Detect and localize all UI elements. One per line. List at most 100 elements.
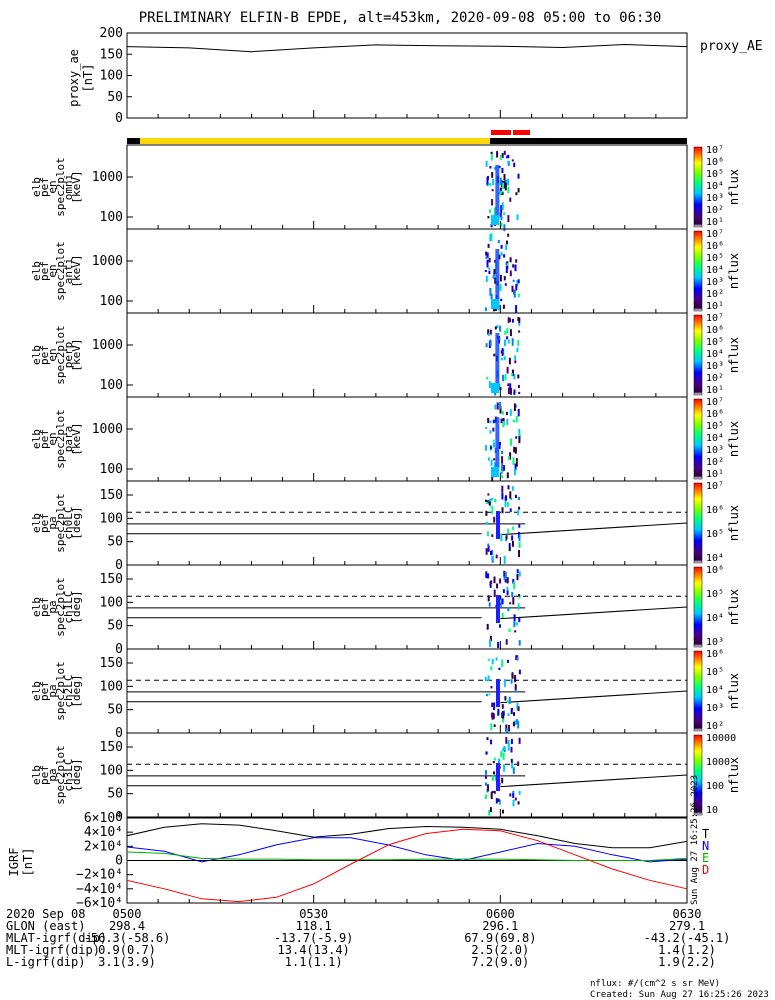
proxy-ae-ytick-label: 50	[107, 90, 123, 105]
spectrogram-pixel	[493, 771, 495, 775]
panel-ylabel: en	[46, 348, 59, 361]
spectrogram-pixel	[504, 571, 507, 579]
spectrogram-pixel	[500, 750, 503, 758]
spectrogram-pixel	[509, 270, 512, 277]
spectrogram-pixel	[499, 387, 502, 391]
spectrogram-pixel	[505, 179, 508, 186]
spectrogram-pixel	[517, 340, 520, 347]
panel-ylabel: ch3LC	[62, 758, 75, 791]
spectrogram-pixel	[493, 167, 496, 170]
spectrogram-pixel	[508, 724, 510, 732]
spectrogram-pixel	[488, 182, 491, 186]
colorbar-tick-label: 10⁴	[706, 433, 724, 444]
panel-ylabel: [deg]	[70, 506, 83, 539]
spectrogram-pixel	[517, 721, 520, 729]
igrf-ytick-label: 0	[115, 854, 123, 869]
spectrogram-pixel	[503, 224, 506, 232]
spectrogram-pixel	[499, 286, 502, 289]
spectrogram-pixel	[503, 254, 506, 258]
spectrogram-pixel	[507, 485, 510, 490]
spectrogram-pixel	[512, 419, 515, 423]
colorbar-tick-label: 10⁴	[706, 265, 724, 276]
spectrogram-pixel	[508, 628, 511, 632]
spectrogram-pixel	[512, 721, 515, 727]
spectrogram-pixel	[487, 675, 490, 682]
spectrogram-pixel	[492, 419, 495, 424]
spectrogram-pixel	[518, 790, 521, 795]
spectrogram-pixel	[500, 418, 503, 424]
spectrogram-pixel	[491, 712, 494, 720]
spectrogram-pixel	[517, 605, 520, 610]
spectrogram-pixel	[502, 421, 505, 428]
spectrogram-pixel	[506, 472, 509, 479]
spectrogram-pixel	[491, 474, 494, 482]
panel-frame	[126, 564, 688, 650]
spectrogram-pixel	[504, 374, 507, 381]
spectrogram-pixel	[503, 150, 506, 155]
spectrogram-pixel	[488, 270, 491, 274]
spectrogram-pixel	[517, 409, 520, 417]
ytick-label: 100	[100, 378, 123, 393]
spectrogram-pixel	[509, 329, 512, 337]
footer-units: nflux: #/(cm^2 s sr MeV)	[590, 979, 720, 989]
spectrogram-pixel	[512, 457, 515, 465]
spectrogram-pixel	[515, 655, 518, 660]
spectrogram-pixel	[493, 589, 496, 597]
panel-frame	[126, 648, 688, 734]
spectrogram-pixel	[491, 189, 494, 192]
spectrogram-pixel	[514, 447, 517, 454]
spectrogram-pixel	[502, 589, 505, 593]
science-zone-bar	[127, 130, 687, 144]
spectrogram-pixel	[490, 723, 493, 731]
igrf-ylabel: [nT]	[21, 848, 35, 877]
spectrogram-pixel	[517, 173, 520, 179]
spectrogram-pixel	[503, 764, 506, 772]
spectrogram-pixel	[515, 404, 518, 408]
spectrogram-pixel	[491, 702, 494, 708]
spectrogram-pixel	[515, 458, 518, 462]
panel-ylabel: pef	[38, 177, 51, 197]
spectrogram-pixel	[490, 233, 493, 242]
spectrogram-pixel	[490, 739, 492, 745]
spectrogram-pixel	[505, 737, 508, 744]
spectrogram-pixel	[504, 182, 507, 191]
spectrogram-pixel	[495, 657, 498, 661]
spectrogram-pixel	[488, 602, 491, 607]
spectrogram-pixel	[516, 569, 519, 574]
spectrogram-core	[495, 333, 500, 387]
spectrogram-pixel	[502, 712, 505, 721]
colorbar-tick-label: 10⁷	[706, 229, 724, 240]
spectrogram-pixel	[503, 276, 506, 281]
ytick-label: 100	[100, 679, 123, 694]
spectrogram-pixel	[503, 575, 506, 580]
colorbar-tick-label: 10⁵	[706, 337, 724, 348]
spectrogram-pixel	[512, 790, 515, 795]
igrf-ytick-label: −2×10⁴	[76, 868, 123, 883]
spectrogram-pixel	[499, 274, 502, 282]
spectrogram-pixel	[509, 491, 512, 499]
spectrogram-pixel	[508, 696, 511, 704]
panel-igrf: TNED6×10⁴4×10⁴2×10⁴0−2×10⁴−4×10⁴−6×10⁴IG…	[7, 811, 709, 911]
spectrogram-pixel	[516, 347, 519, 353]
spectrogram-pixel	[489, 585, 492, 588]
spectrogram-pixel	[508, 543, 511, 549]
spectrogram-pixel	[487, 493, 490, 496]
proxy-ae-ytick-label: 0	[115, 111, 123, 126]
spectrogram-pixel	[509, 383, 512, 390]
spectrogram-pixel	[500, 205, 503, 213]
spectrogram-pixel	[485, 343, 488, 348]
footer-row-label: MLAT-igrf(dip)	[6, 931, 107, 945]
spectrogram-pixel	[500, 252, 503, 256]
spectrogram-pixel	[515, 416, 518, 423]
panel-frame	[126, 312, 688, 398]
spectrogram-pixel	[515, 259, 518, 263]
spectrogram-pixel	[495, 554, 498, 559]
spectrogram-pixel	[508, 318, 511, 323]
spectrogram-pixel	[506, 155, 509, 159]
colorbar-tick-label: 10³	[706, 445, 724, 456]
footer-row-value: 1.4(1.2)	[658, 943, 716, 957]
spectrogram-pixel	[485, 571, 488, 578]
colorbar-tick-label: 10⁶	[706, 565, 724, 576]
colorbar-tick-label: 10¹	[706, 301, 724, 312]
